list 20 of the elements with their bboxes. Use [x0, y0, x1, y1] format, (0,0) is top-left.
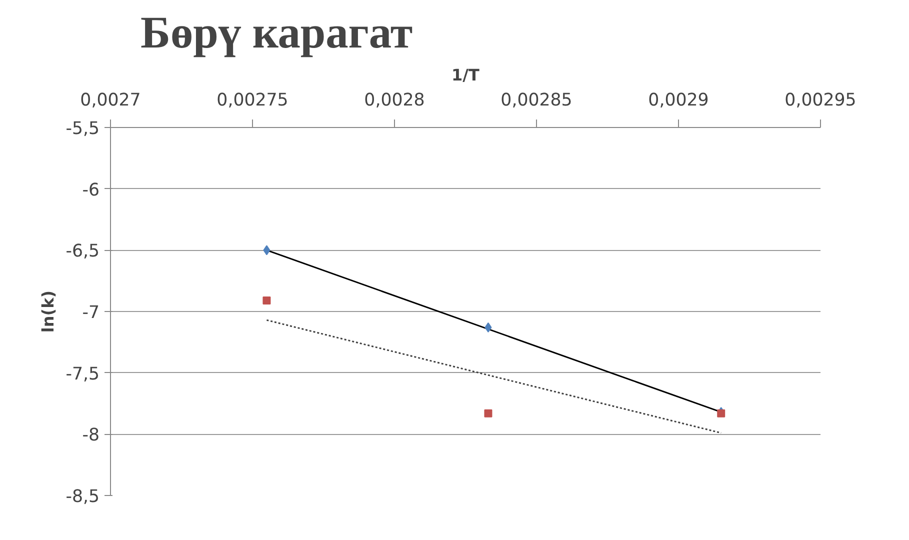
x-tick-label: 0,00295 — [784, 90, 856, 110]
x-tick-label: 0,00275 — [216, 90, 288, 110]
y-tick-label: -8,5 — [66, 487, 100, 507]
chart-title: Бөрү карагат — [140, 8, 413, 58]
y-tick-label: -8 — [82, 426, 100, 446]
y-tick-label: -5,5 — [66, 119, 100, 139]
x-tick-label: 0,0028 — [364, 90, 425, 110]
y-axis-title: ln(k) — [38, 290, 58, 333]
y-tick-label: -7 — [82, 303, 100, 323]
x-tick-label: 0,0029 — [648, 90, 709, 110]
x-tick-label: 0,0027 — [80, 90, 141, 110]
point — [263, 245, 270, 256]
y-tick-label: -6 — [82, 180, 100, 200]
point — [262, 296, 271, 304]
y-tick-label: -6,5 — [66, 242, 100, 262]
point — [484, 409, 492, 418]
y-tick-label: -7,5 — [66, 364, 100, 384]
point — [484, 322, 492, 332]
x-axis-title: 1/T — [452, 66, 480, 84]
x-tick-label: 0,00285 — [500, 90, 572, 110]
